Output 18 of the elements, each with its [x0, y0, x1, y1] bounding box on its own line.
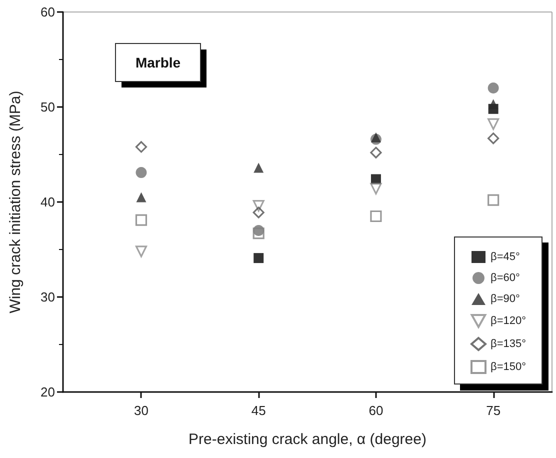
y-tick-label: 30 [40, 290, 55, 304]
annotation: Marble [135, 54, 181, 70]
y-tick-label: 20 [40, 384, 55, 400]
x-tick-label: 75 [486, 403, 501, 418]
legend-label: β=60° [490, 272, 520, 284]
legend-label: β=135° [490, 338, 526, 350]
y-axis-title: Wing crack initiation stress (MPa) [7, 90, 24, 314]
legend-label: β=150° [490, 361, 526, 373]
y-tick-label: 50 [40, 100, 55, 114]
x-tick-label: 45 [251, 403, 266, 418]
legend-label: β=45° [490, 251, 520, 263]
x-axis-title: Pre-existing crack angle, α (degree) [188, 431, 426, 448]
y-tick-label: 40 [40, 194, 55, 210]
legend-label: β=90° [490, 293, 520, 305]
x-tick-label: 60 [368, 403, 384, 418]
legend-label: β=120° [490, 315, 526, 327]
y-tick-label: 60 [40, 4, 55, 20]
x-tick-label: 30 [134, 403, 148, 418]
